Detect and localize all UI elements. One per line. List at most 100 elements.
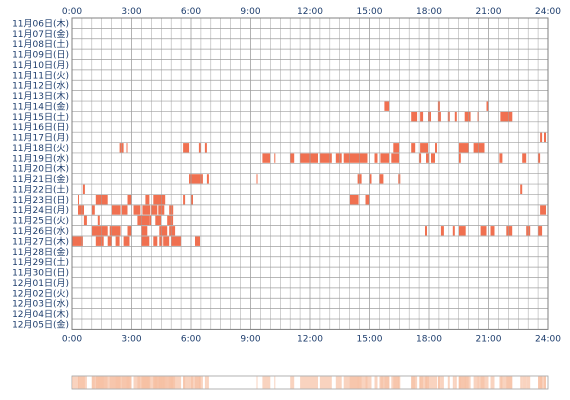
row-label: 11月23日(日) <box>12 195 69 206</box>
activity-segment <box>169 226 176 236</box>
summary-segment <box>486 376 489 389</box>
row-label: 11月27日(木) <box>12 235 69 247</box>
activity-segment <box>206 174 209 184</box>
summary-segment <box>490 376 495 389</box>
activity-segment <box>506 226 513 236</box>
summary-segment <box>109 376 121 389</box>
summary-segment <box>290 376 295 389</box>
summary-segment <box>95 376 104 389</box>
summary-segment <box>437 376 441 389</box>
activity-segment <box>95 236 104 246</box>
activity-segment <box>121 205 128 215</box>
activity-segment <box>97 215 100 226</box>
row-label: 11月07日(金) <box>12 28 69 40</box>
activity-segment <box>500 111 513 122</box>
x-tick-label-bottom: 3:00 <box>121 334 141 344</box>
activity-segment <box>477 111 479 122</box>
row-label: 11月18日(火) <box>12 143 69 154</box>
summary-segment <box>391 376 400 389</box>
row-label: 11月26日(水) <box>12 225 69 237</box>
row-label: 12月01日(月) <box>12 278 69 289</box>
x-tick-label-bottom: 24:00 <box>535 334 561 344</box>
activity-segment <box>133 205 141 215</box>
summary-segment <box>83 376 87 389</box>
activity-segment <box>300 153 318 163</box>
x-tick-label-bottom: 9:00 <box>240 334 260 344</box>
activity-segment <box>490 226 495 236</box>
row-label: 11月10日(月) <box>12 60 69 71</box>
summary-segment <box>379 376 384 389</box>
summary-segment <box>319 376 332 389</box>
summary-segment <box>522 376 527 389</box>
summary-segment <box>141 376 150 389</box>
activity-segment <box>452 226 455 236</box>
activity-segment <box>458 153 461 163</box>
activity-segment <box>198 143 201 153</box>
x-tick-label-bottom: 18:00 <box>416 334 442 344</box>
row-label: 11月09日(日) <box>12 50 69 61</box>
x-tick-label-top: 21:00 <box>476 7 502 17</box>
activity-segment <box>127 195 132 205</box>
summary-segment <box>380 376 390 389</box>
activity-segment <box>137 215 150 226</box>
activity-segment <box>380 153 390 163</box>
summary-segment <box>115 376 120 389</box>
activity-segment <box>391 153 400 163</box>
summary-segment <box>149 376 152 389</box>
summary-segment <box>183 376 186 389</box>
activity-segment <box>365 195 370 205</box>
row-label: 11月06日(木) <box>12 17 69 29</box>
activity-segment <box>155 215 162 226</box>
activity-segment <box>544 132 546 143</box>
summary-segment <box>191 376 193 389</box>
activity-segment <box>78 195 79 205</box>
row-label: 12月05日(金) <box>12 318 69 330</box>
summary-segment <box>256 376 258 389</box>
activity-segment <box>440 226 444 236</box>
activity-segment <box>454 111 457 122</box>
activity-segment <box>159 236 163 246</box>
summary-segment <box>107 376 112 389</box>
activity-segment <box>480 226 487 236</box>
activity-segment <box>72 236 83 246</box>
x-tick-label-top: 3:00 <box>121 7 141 17</box>
activity-segment <box>425 226 427 236</box>
row-label: 11月25日(火) <box>12 216 69 227</box>
summary-segment <box>357 376 362 389</box>
summary-segment <box>398 376 401 389</box>
activity-segment <box>411 111 418 122</box>
row-label: 11月17日(月) <box>12 133 69 144</box>
activity-segment <box>473 143 485 153</box>
summary-segment <box>452 376 455 389</box>
summary-segment <box>458 376 466 389</box>
activity-segment <box>115 236 120 246</box>
row-label: 11月19日(水) <box>12 152 69 164</box>
activity-segment <box>111 205 121 215</box>
activity-segment <box>538 226 543 236</box>
summary-segment <box>123 376 130 389</box>
row-label: 11月13日(木) <box>12 90 69 102</box>
activity-segment <box>126 143 128 153</box>
activity-segment <box>141 226 148 236</box>
x-tick-label-bottom: 12:00 <box>297 334 323 344</box>
row-label: 11月20日(木) <box>12 163 69 175</box>
summary-segment <box>133 376 141 389</box>
summary-segment <box>183 376 190 389</box>
row-label: 11月28日(金) <box>12 246 69 258</box>
activity-segment <box>91 205 95 215</box>
activity-segment <box>435 143 437 153</box>
activity-segment <box>183 195 186 205</box>
summary-segment <box>428 376 431 389</box>
summary-segment <box>480 376 487 389</box>
activity-segment <box>123 236 130 246</box>
activity-segment <box>142 205 151 215</box>
row-label: 11月11日(火) <box>12 70 69 81</box>
activity-segment <box>82 184 85 194</box>
x-tick-label-top: 18:00 <box>416 7 442 17</box>
summary-segment <box>419 376 422 389</box>
x-tick-label-top: 24:00 <box>535 7 561 17</box>
x-tick-label-bottom: 15:00 <box>357 334 383 344</box>
summary-segment <box>300 376 318 389</box>
summary-segment <box>335 376 342 389</box>
